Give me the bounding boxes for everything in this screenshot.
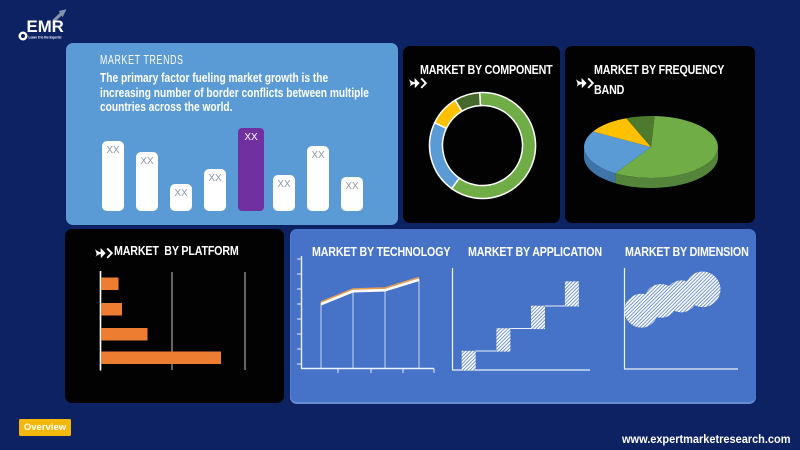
svg-text:Leave it to the Experts!: Leave it to the Experts! (29, 34, 62, 39)
svg-text:EMR: EMR (27, 17, 64, 36)
